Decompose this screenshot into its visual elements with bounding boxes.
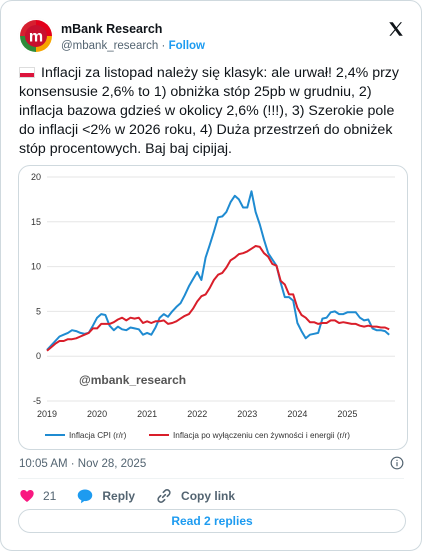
like-count: 21 bbox=[43, 489, 57, 503]
x-tick-label: 2020 bbox=[87, 409, 107, 419]
y-tick-labels: -5 0 5 10 15 20 bbox=[31, 172, 41, 406]
x-tick-label: 2021 bbox=[137, 409, 157, 419]
tweet-timestamp[interactable]: 10:05 AM · Nov 28, 2025 bbox=[19, 458, 147, 470]
y-tick-label: 15 bbox=[31, 217, 41, 227]
avatar[interactable]: m bbox=[18, 18, 54, 54]
heart-icon bbox=[20, 490, 34, 502]
reply-label: Reply bbox=[102, 489, 136, 503]
y-tick-label: 0 bbox=[36, 351, 41, 361]
x-tick-label: 2025 bbox=[337, 409, 357, 419]
legend-label-cpi: Inflacja CPI (r/r) bbox=[69, 431, 127, 440]
read-replies-button[interactable]: Read 2 replies bbox=[18, 509, 406, 533]
follow-button[interactable]: Follow bbox=[168, 40, 206, 52]
x-tick-label: 2022 bbox=[187, 409, 207, 419]
author-name[interactable]: mBank Research bbox=[61, 22, 163, 36]
handle-separator: · bbox=[161, 40, 166, 52]
chart-series bbox=[46, 190, 390, 352]
mbank-logo-icon: m bbox=[18, 18, 54, 54]
legend-label-core: Inflacja po wyłączeniu cen żywności i en… bbox=[173, 431, 350, 440]
info-icon[interactable] bbox=[390, 456, 404, 470]
author-handle[interactable]: @mbank_research bbox=[61, 40, 159, 52]
x-logo-icon[interactable] bbox=[387, 20, 405, 38]
x-tick-labels: 2019 2020 2021 2022 2023 2024 2025 bbox=[37, 409, 357, 419]
logo-letter: m bbox=[29, 29, 43, 46]
series-line-core bbox=[46, 245, 390, 352]
link-icon bbox=[157, 489, 171, 503]
like-button[interactable]: 21 bbox=[19, 488, 56, 504]
y-tick-label: 10 bbox=[31, 262, 41, 272]
reply-button[interactable]: Reply bbox=[76, 488, 135, 504]
reply-bubble-icon bbox=[78, 489, 93, 504]
x-tick-label: 2024 bbox=[287, 409, 307, 419]
x-tick-label: 2019 bbox=[37, 409, 57, 419]
chart-grid bbox=[47, 176, 395, 402]
chart-image[interactable]: -5 0 5 10 15 20 2019 2020 2021 2022 2023 2024 2025 … bbox=[18, 165, 408, 450]
copy-link-label: Copy link bbox=[181, 489, 236, 503]
tweet-actions: 21 Reply Copy link bbox=[19, 487, 255, 505]
y-tick-label: 20 bbox=[31, 172, 41, 182]
tweet-text: Inflacji za listopad należy się klasyk: … bbox=[19, 64, 411, 159]
y-tick-label: 5 bbox=[36, 306, 41, 316]
divider bbox=[18, 478, 404, 479]
copy-link-button[interactable]: Copy link bbox=[155, 488, 235, 504]
tweet-body: Inflacji za listopad należy się klasyk: … bbox=[19, 65, 399, 157]
author-line: @mbank_research · Follow bbox=[61, 40, 205, 52]
poland-flag-icon bbox=[19, 67, 35, 78]
series-line-cpi bbox=[46, 190, 390, 351]
y-tick-label: -5 bbox=[33, 396, 41, 406]
x-tick-label: 2023 bbox=[237, 409, 257, 419]
chart-watermark: @mbank_research bbox=[79, 373, 186, 387]
chart-legend: Inflacja CPI (r/r) Inflacja po wyłączeni… bbox=[45, 431, 350, 440]
